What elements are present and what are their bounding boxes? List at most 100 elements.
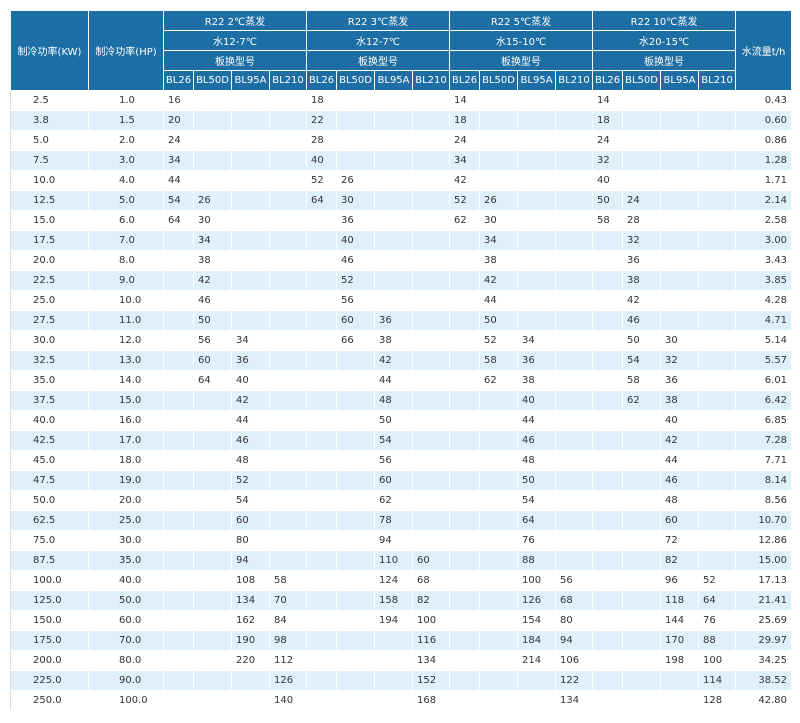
cell: 24	[622, 190, 662, 211]
cell: 1.5	[88, 110, 164, 131]
empty-cell	[592, 230, 624, 251]
cell: 40	[336, 230, 376, 251]
cell: 28	[622, 210, 662, 231]
empty-cell	[479, 670, 519, 691]
empty-cell	[622, 570, 662, 591]
empty-cell	[412, 210, 451, 231]
empty-cell	[517, 690, 557, 711]
cell: 1.28	[735, 150, 793, 171]
empty-cell	[660, 230, 700, 251]
empty-cell	[193, 90, 232, 111]
cell: 46	[622, 310, 662, 331]
cell: 10.70	[735, 510, 793, 531]
empty-cell	[306, 450, 338, 471]
empty-cell	[336, 530, 376, 551]
empty-cell	[336, 610, 376, 631]
cell: 7.28	[735, 430, 793, 451]
data-row: 250.0 100.0 140 168 134 128 42.80	[10, 690, 793, 711]
cell: 8.56	[735, 490, 793, 511]
empty-cell	[698, 310, 737, 331]
empty-cell	[555, 270, 594, 291]
empty-cell	[555, 410, 594, 431]
cell: 35.0	[10, 370, 89, 391]
cell: 76	[698, 610, 737, 631]
empty-cell	[449, 630, 481, 651]
cell: 54	[517, 490, 557, 511]
cell: 46	[193, 290, 232, 311]
cell: 48	[660, 490, 700, 511]
data-row: 35.0 14.0 64 40 44 62 38 58 36 6.01	[10, 370, 793, 391]
empty-cell	[193, 130, 232, 151]
model-header: BL50D	[479, 70, 519, 91]
cell: 52	[449, 190, 481, 211]
cell: 52	[336, 270, 376, 291]
empty-cell	[268, 210, 308, 231]
empty-cell	[698, 470, 737, 491]
data-row: 37.5 15.0 42 48 40 62 38 6.42	[10, 390, 793, 411]
empty-cell	[231, 110, 270, 131]
cell: 7.71	[735, 450, 793, 471]
cell: 5.0	[88, 190, 164, 211]
empty-cell	[622, 670, 662, 691]
cell: 2.5	[10, 90, 89, 111]
data-row: 42.5 17.0 46 54 46 42 7.28	[10, 430, 793, 451]
cell: 52	[231, 470, 270, 491]
empty-cell	[306, 470, 338, 491]
empty-cell	[336, 90, 376, 111]
empty-cell	[622, 490, 662, 511]
empty-cell	[163, 630, 194, 651]
cell: 5.14	[735, 330, 793, 351]
empty-cell	[660, 690, 700, 711]
cell: 2.14	[735, 190, 793, 211]
empty-cell	[336, 650, 376, 671]
empty-cell	[412, 190, 451, 211]
empty-cell	[336, 390, 376, 411]
empty-cell	[163, 690, 194, 711]
empty-cell	[698, 150, 737, 171]
empty-cell	[698, 550, 737, 571]
cell: 42	[660, 430, 700, 451]
cell: 17.0	[88, 430, 164, 451]
cell: 15.0	[88, 390, 164, 411]
cell: 25.0	[88, 510, 164, 531]
cell: 4.71	[735, 310, 793, 331]
cell: 60.0	[88, 610, 164, 631]
empty-cell	[193, 450, 232, 471]
empty-cell	[479, 650, 519, 671]
empty-cell	[592, 450, 624, 471]
empty-cell	[660, 110, 700, 131]
empty-cell	[622, 650, 662, 671]
data-row: 17.5 7.0 34 40 34 32 3.00	[10, 230, 793, 251]
data-row: 32.5 13.0 60 36 42 58 36 54 32 5.57	[10, 350, 793, 371]
cell: 42	[449, 170, 481, 191]
empty-cell	[412, 430, 451, 451]
cell: 198	[660, 650, 700, 671]
cell: 48	[231, 450, 270, 471]
cell: 42.5	[10, 430, 89, 451]
empty-cell	[555, 510, 594, 531]
model-header: BL50D	[622, 70, 662, 91]
empty-cell	[660, 170, 700, 191]
empty-cell	[163, 250, 194, 271]
cell: 54	[163, 190, 194, 211]
empty-cell	[592, 590, 624, 611]
empty-cell	[449, 390, 481, 411]
empty-cell	[336, 630, 376, 651]
cell: 58	[268, 570, 308, 591]
empty-cell	[163, 410, 194, 431]
empty-cell	[517, 270, 557, 291]
cell: 50	[374, 410, 414, 431]
empty-cell	[412, 310, 451, 331]
group-title: R22 2℃蒸发	[162, 10, 308, 31]
cell: 6.01	[735, 370, 793, 391]
empty-cell	[268, 510, 308, 531]
cell: 36	[517, 350, 557, 371]
data-row: 27.5 11.0 50 60 36 50 46 4.71	[10, 310, 793, 331]
cell: 225.0	[10, 670, 89, 691]
empty-cell	[449, 450, 481, 471]
empty-cell	[412, 110, 451, 131]
cell: 66	[336, 330, 376, 351]
cell: 108	[231, 570, 270, 591]
empty-cell	[622, 450, 662, 471]
cell: 17.13	[735, 570, 793, 591]
